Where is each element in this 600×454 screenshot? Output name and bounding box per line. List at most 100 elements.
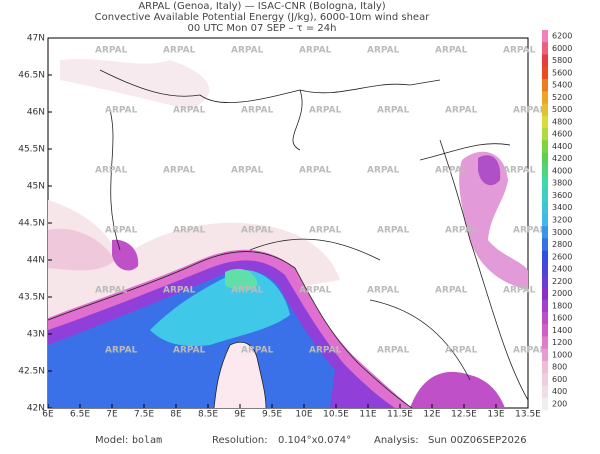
watermark: ARPAL	[377, 106, 410, 116]
colorbar-swatch	[542, 287, 548, 300]
colorbar-label: 3400	[552, 203, 572, 212]
colorbar-label: 5600	[552, 68, 572, 77]
colorbar-swatch	[542, 54, 548, 68]
lon-label: 8.5E	[198, 410, 218, 420]
colorbar-swatch	[542, 140, 548, 153]
colorbar-swatch	[542, 177, 548, 190]
colorbar-label: 2600	[552, 252, 572, 261]
lat-label: 44.5N	[18, 219, 45, 229]
lat-label: 45N	[27, 182, 45, 192]
colorbar-swatch	[542, 238, 548, 251]
lat-label: 43N	[27, 330, 45, 340]
watermark: ARPAL	[105, 226, 138, 236]
lat-label: 43.5N	[18, 293, 45, 303]
colorbar-label: 2400	[552, 265, 572, 274]
colorbar-label: 2000	[552, 289, 572, 298]
colorbar-label: 2800	[552, 240, 572, 249]
colorbar-label: 1000	[552, 350, 572, 359]
colorbar-swatch	[542, 360, 548, 374]
colorbar-swatch	[542, 226, 548, 239]
colorbar-swatch	[542, 189, 548, 202]
colorbar-swatch	[542, 115, 548, 129]
watermark: ARPAL	[173, 106, 206, 116]
colorbar-swatch	[542, 42, 548, 55]
lon-label: 6.5E	[70, 410, 90, 420]
colorbar-label: 3600	[552, 191, 572, 200]
title-line: Convective Available Potential Energy (J…	[95, 12, 431, 23]
lon-label: 7.5E	[134, 410, 154, 420]
watermark: ARPAL	[231, 286, 264, 296]
colorbar-label: 200	[552, 399, 567, 408]
watermark: ARPAL	[503, 46, 536, 56]
watermark: ARPAL	[241, 106, 274, 116]
colorbar-label: 1600	[552, 314, 572, 323]
footer-label: Resolution:	[212, 435, 268, 446]
colorbar-swatch	[542, 373, 548, 386]
colorbar-swatch	[542, 152, 548, 166]
lon-label: 13.5E	[515, 410, 541, 420]
colorbar-swatch	[542, 275, 548, 288]
footer-value: 0.104°x0.074°	[278, 435, 351, 446]
lon-label: 6E	[42, 410, 54, 420]
lon-label: 10E	[295, 410, 312, 420]
footer-label: Model:	[95, 435, 128, 446]
colorbar-swatch	[542, 348, 548, 362]
colorbar-swatch	[542, 324, 548, 337]
lat-label: 47N	[27, 34, 45, 44]
watermark: ARPAL	[435, 166, 468, 176]
footer-label: Analysis:	[374, 435, 419, 446]
watermark: ARPAL	[445, 226, 478, 236]
watermark: ARPAL	[503, 166, 536, 176]
watermark: ARPAL	[299, 166, 332, 176]
watermark: ARPAL	[241, 346, 274, 356]
lon-label: 11.5E	[387, 410, 413, 420]
lon-label: 7E	[106, 410, 118, 420]
lat-label: 44N	[27, 256, 45, 266]
colorbar-label: 4200	[552, 154, 572, 163]
lon-label: 9E	[234, 410, 246, 420]
watermark: ARPAL	[377, 226, 410, 236]
lon-label: 9.5E	[262, 410, 282, 420]
colorbar-swatch	[542, 385, 548, 399]
colorbar-swatch	[542, 201, 548, 215]
colorbar-label: 5200	[552, 93, 572, 102]
colorbar-label: 400	[552, 387, 567, 396]
watermark: ARPAL	[95, 166, 128, 176]
watermark: ARPAL	[105, 106, 138, 116]
watermark: ARPAL	[435, 46, 468, 56]
watermark: ARPAL	[163, 46, 196, 56]
colorbar-swatch	[542, 91, 548, 104]
lon-label: 10.5E	[323, 410, 349, 420]
colorbar-label: 5800	[552, 56, 572, 65]
watermark: ARPAL	[105, 346, 138, 356]
watermark: ARPAL	[309, 346, 342, 356]
watermark: ARPAL	[163, 286, 196, 296]
colorbar-label: 1800	[552, 301, 572, 310]
colorbar-label: 3800	[552, 179, 572, 188]
axes: 47N 46.5N 46N 45.5N 45N 44.5N 44N 43.5N 43N 42.5N…	[18, 34, 541, 420]
colorbar-label: 5400	[552, 81, 572, 90]
map-field	[47, 37, 529, 409]
lat-label: 42.5N	[18, 367, 45, 377]
colorbar-swatch	[542, 128, 548, 141]
colorbar-swatch	[542, 164, 548, 178]
colorbar-label: 4600	[552, 130, 572, 139]
watermark: ARPAL	[299, 286, 332, 296]
colorbar-label: 4800	[552, 117, 572, 126]
colorbar: 6200 6000 5800 5600 5400 5200 5000 4800 4600 4400…	[542, 30, 572, 411]
title-line: ARPAL (Genoa, Italy) — ISAC-CNR (Bologna…	[138, 1, 385, 12]
colorbar-label: 4000	[552, 166, 572, 175]
lon-label: 12E	[423, 410, 440, 420]
colorbar-swatch	[542, 103, 548, 117]
colorbar-label: 1200	[552, 338, 572, 347]
watermark: ARPAL	[163, 166, 196, 176]
watermark: ARPAL	[173, 346, 206, 356]
watermark: ARPAL	[513, 346, 546, 356]
watermark: ARPAL	[445, 106, 478, 116]
watermark: ARPAL	[367, 46, 400, 56]
colorbar-label: 6000	[552, 44, 572, 53]
colorbar-label: 600	[552, 375, 567, 384]
watermark: ARPAL	[95, 286, 128, 296]
colorbar-swatch	[542, 397, 548, 411]
